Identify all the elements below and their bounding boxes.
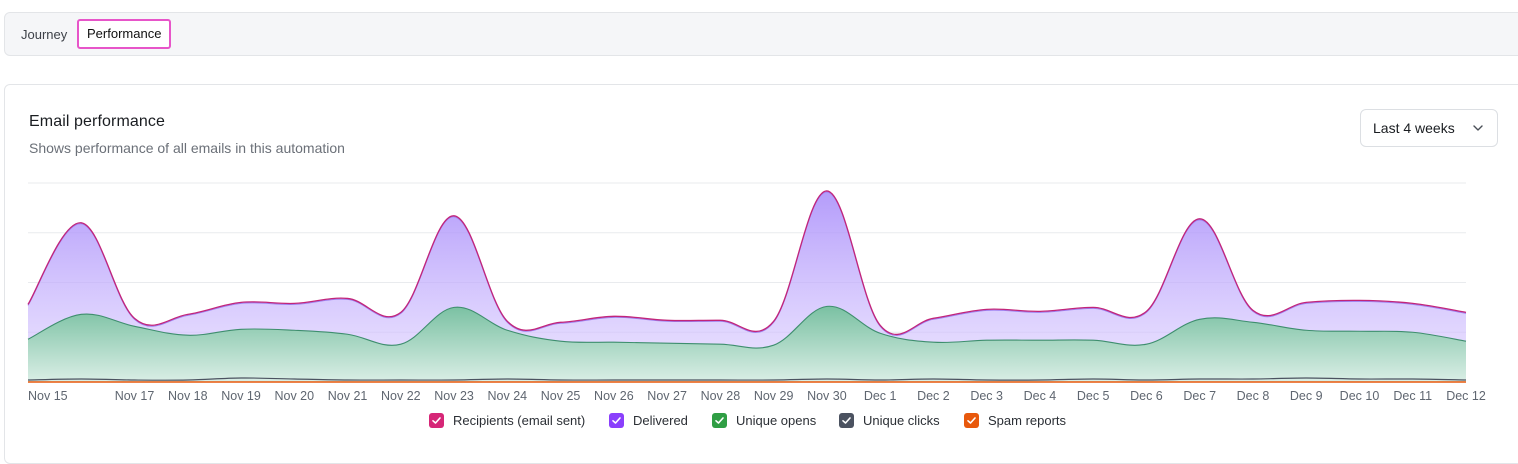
x-tick-label: Dec 3 [970,389,1003,403]
x-tick-label: Dec 11 [1393,389,1432,403]
tab-bar: Journey Performance [4,12,1518,56]
x-tick-label: Dec 10 [1340,389,1380,403]
legend-label: Spam reports [988,413,1067,428]
legend-label: Unique clicks [863,413,940,428]
x-tick-label: Dec 7 [1183,389,1216,403]
date-range-value: Last 4 weeks [1373,120,1455,136]
x-tick-label: Nov 30 [807,389,847,403]
series-delivered-area [28,191,1466,382]
x-tick-label: Nov 25 [541,389,581,403]
check-icon [967,417,976,424]
check-icon [715,417,724,424]
x-tick-label: Nov 20 [274,389,314,403]
series-unique-opens-line [27,305,1467,349]
x-tick-label: Nov 19 [221,389,261,403]
x-axis: Nov 15 Nov 17 Nov 18 Nov 19 Nov 20 Nov 21 Nov … [28,389,1486,403]
card-title: Email performance [29,113,165,130]
email-performance-card: Email performance Shows performance of a… [4,84,1518,464]
x-tick-label: Nov 23 [434,389,474,403]
legend-label: Delivered [633,413,688,428]
series-delivered-line [27,191,1467,336]
legend-checkbox [429,413,444,428]
x-tick-label: Dec 2 [917,389,950,403]
chevron-down-icon [1473,125,1483,131]
x-tick-label: Nov 24 [488,389,528,403]
x-tick-label: Nov 27 [647,389,687,403]
legend-checkbox [839,413,854,428]
x-tick-label: Nov 15 [28,389,68,403]
series-unique-opens-area [28,306,1466,382]
chart-legend: Recipients (email sent) Delivered Unique… [0,411,1518,431]
x-tick-label: Nov 26 [594,389,634,403]
x-tick-label: Dec 4 [1024,389,1057,403]
x-tick-label: Nov 28 [701,389,741,403]
series-recipients-line [27,190,1467,335]
check-icon [842,417,851,424]
legend-label: Unique opens [736,413,817,428]
x-tick-label: Nov 22 [381,389,421,403]
x-tick-label: Dec 12 [1446,389,1486,403]
x-tick-label: Dec 1 [864,389,897,403]
x-tick-label: Nov 17 [115,389,155,403]
x-tick-label: Nov 18 [168,389,208,403]
card-subtitle: Shows performance of all emails in this … [29,140,345,156]
legend-checkbox [712,413,727,428]
tab-performance[interactable]: Performance [77,19,172,49]
x-tick-label: Nov 29 [754,389,794,403]
x-tick-label: Dec 5 [1077,389,1110,403]
date-range-select[interactable]: Last 4 weeks [1360,109,1498,147]
series-unique-clicks-line [27,377,1467,381]
x-tick-label: Nov 21 [328,389,368,403]
legend-checkbox [609,413,624,428]
x-tick-label: Dec 8 [1237,389,1270,403]
legend-label: Recipients (email sent) [453,413,586,428]
check-icon [432,417,441,424]
check-icon [612,417,621,424]
legend-checkbox [964,413,979,428]
x-tick-label: Dec 9 [1290,389,1323,403]
tab-journey[interactable]: Journey [21,27,68,42]
x-tick-label: Dec 6 [1130,389,1163,403]
email-performance-chart: Nov 15 Nov 17 Nov 18 Nov 19 Nov 20 Nov 21 Nov … [27,182,1486,403]
